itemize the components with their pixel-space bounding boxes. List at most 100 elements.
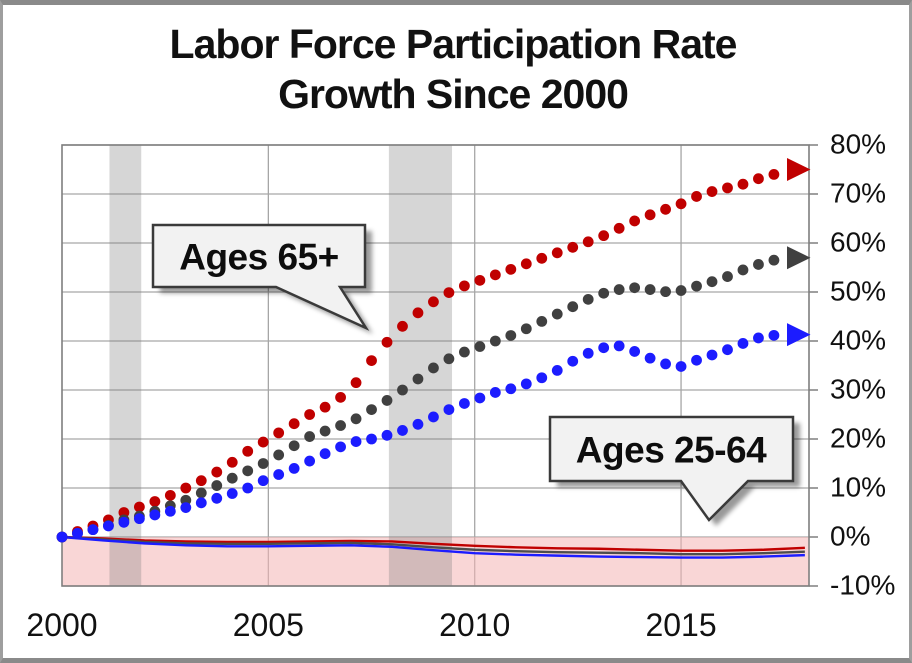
ages-25-64-series-red bbox=[61, 535, 805, 552]
ages-65plus-series-gray-dot bbox=[474, 341, 486, 352]
ages-65plus-series-red-dot bbox=[381, 336, 393, 348]
x-axis-label-2005: 2005 bbox=[232, 607, 304, 643]
ages-65plus-series-blue-dot bbox=[366, 433, 377, 445]
ages-65plus-series-red-dot bbox=[257, 436, 269, 448]
ages-65plus-series-blue-dot bbox=[428, 411, 439, 423]
ages-65plus-series-red-dot bbox=[474, 274, 486, 286]
ages-65plus-series-gray-dot bbox=[489, 335, 501, 347]
ages-65plus-series-blue-dot bbox=[675, 361, 687, 372]
ages-65plus-series-blue-dot bbox=[753, 332, 764, 344]
y-axis-label-0%: 0% bbox=[830, 520, 871, 552]
ages-65plus-series-blue-dot bbox=[118, 516, 130, 528]
ages-65plus-series-gray-dot bbox=[335, 420, 346, 431]
ages-65plus-series-gray-dot bbox=[366, 404, 377, 415]
ages-65plus-series-gray-dot bbox=[691, 280, 702, 292]
ages-65plus-series-gray-dot bbox=[505, 330, 517, 341]
ages-65plus-series-red-dot bbox=[675, 198, 687, 210]
ages-65plus-series-blue-dot bbox=[520, 378, 532, 390]
ages-65plus-series-gray-dot bbox=[319, 425, 331, 437]
ages-65plus-series-blue-dot bbox=[706, 349, 718, 361]
ages-65plus-series-red-dot bbox=[242, 445, 254, 457]
callout-ages-65plus: Ages 65+ bbox=[151, 223, 373, 334]
ages-65plus-series-blue-dot bbox=[598, 342, 610, 354]
ages-65plus-series-gray-dot bbox=[242, 465, 254, 477]
ages-65plus-series-gray-dot bbox=[768, 254, 780, 266]
ages-65plus-series-gray-dot bbox=[273, 449, 285, 461]
callout-ages-65plus-label: Ages 65+ bbox=[179, 237, 339, 278]
callout-ages-25-64-label: Ages 25-64 bbox=[576, 430, 767, 471]
y-axis-label-80%: 80% bbox=[830, 128, 887, 160]
ages-65plus-series-gray-dot bbox=[536, 316, 548, 327]
ages-65plus-series-red-dot bbox=[304, 409, 316, 420]
ages-25-64-series-blue bbox=[61, 535, 805, 559]
ages-65plus-series-gray-dot bbox=[753, 259, 764, 270]
ages-65plus-series-red-dot bbox=[520, 258, 532, 270]
ages-65plus-series-gray-dot bbox=[629, 282, 641, 294]
recession-bands bbox=[109, 145, 453, 586]
ages-65plus-series-blue-dot bbox=[644, 352, 656, 364]
ages-65plus-series-red-dot bbox=[288, 418, 300, 430]
ages-65plus-series-gray-dot bbox=[582, 293, 594, 305]
ages-65plus-series-red-dot bbox=[598, 230, 610, 242]
ages-65plus-series-gray-dot bbox=[660, 286, 671, 298]
ages-65plus-series-blue-dot bbox=[335, 441, 346, 453]
y-axis-label-10%: 10% bbox=[830, 471, 887, 503]
ages-65plus-series-gray-dot bbox=[226, 472, 238, 484]
ages-65plus-series-red-dot bbox=[536, 252, 548, 264]
ages-65plus-series-gray-dot bbox=[675, 285, 687, 296]
ages-65plus-series-red-dot bbox=[335, 391, 346, 403]
ages-65plus-series-red-dot bbox=[644, 209, 656, 221]
y-axis-label-40%: 40% bbox=[830, 324, 887, 356]
ages-65plus-series-red-dot bbox=[505, 263, 517, 275]
ages-65plus-series-red-dot bbox=[226, 456, 238, 468]
x-axis-label-2015: 2015 bbox=[645, 607, 717, 643]
x-axis-label-2000: 2000 bbox=[26, 607, 98, 643]
ages-65plus-series-blue-dot bbox=[737, 338, 749, 349]
ages-65plus-series-gray-dot bbox=[257, 458, 269, 469]
ages-65plus-series-blue-dot bbox=[226, 488, 238, 499]
x-axis-label-2010: 2010 bbox=[439, 607, 511, 643]
ages-65plus-series-red-dot bbox=[149, 496, 161, 507]
chart-title-line1: Labor Force Participation Rate bbox=[169, 21, 738, 67]
y-axis-ticks bbox=[809, 144, 818, 587]
ages-65plus-series-red-dot bbox=[489, 269, 501, 281]
ages-65plus-series-red-dot bbox=[133, 501, 145, 513]
ages-65plus-series-blue-dot bbox=[180, 502, 192, 513]
ages-65plus-series-gray-dot bbox=[722, 271, 733, 282]
ages-65plus-series-red-dot bbox=[691, 191, 702, 202]
ages-65plus-series-blue-dot bbox=[56, 531, 68, 543]
plot-border-rect bbox=[61, 144, 810, 587]
solid-series bbox=[61, 535, 805, 559]
ages-65plus-series-blue-dot bbox=[288, 463, 300, 474]
ages-65plus-series-blue-dot bbox=[505, 383, 517, 395]
callout-ages-25-64: Ages 25-64 bbox=[548, 415, 800, 526]
ages-65plus-series-blue-dot bbox=[582, 347, 594, 359]
ages-65plus-series-blue-dot bbox=[489, 387, 501, 398]
ages-65plus-series-blue-dot bbox=[551, 365, 563, 376]
ages-65plus-series-blue-dot bbox=[613, 340, 625, 352]
ages-65plus-series-red-dot bbox=[164, 489, 176, 501]
ages-65plus-series-gray-dot bbox=[211, 480, 223, 491]
ages-65plus-series-blue-dot bbox=[536, 372, 548, 384]
ages-65plus-series-red-dot bbox=[350, 377, 362, 389]
ages-65plus-series-blue-dot bbox=[660, 358, 671, 370]
ages-65plus-series-blue-dot bbox=[691, 354, 702, 366]
ages-65plus-series-blue-dot bbox=[149, 509, 161, 521]
ages-65plus-series-red-dot bbox=[753, 173, 764, 185]
ages-65plus-series-red-dot bbox=[567, 241, 579, 253]
ages-65plus-series-blue-dot bbox=[319, 448, 331, 460]
ages-65plus-series-red-dot bbox=[458, 280, 470, 292]
ages-65plus-series-red-dot bbox=[737, 178, 749, 190]
callout-bubble bbox=[548, 415, 795, 522]
callout-bubble bbox=[151, 223, 370, 331]
ages-65plus-series-gray-dot bbox=[397, 384, 408, 396]
plot-border bbox=[61, 144, 810, 587]
ages-65plus-series-blue-dot bbox=[474, 392, 486, 404]
ages-65plus-series-blue-dot bbox=[722, 344, 733, 356]
chart-plot: Ages 65+ Ages 25-64 bbox=[56, 144, 818, 587]
ages-65plus-series-blue-dot bbox=[257, 475, 269, 487]
ages-65plus-series-gray-dot bbox=[644, 284, 656, 295]
ages-65plus-series-blue-dot bbox=[768, 329, 780, 341]
ages-65plus-series-red-dot bbox=[722, 182, 733, 194]
ages-65plus-series-red-dot bbox=[582, 236, 594, 248]
